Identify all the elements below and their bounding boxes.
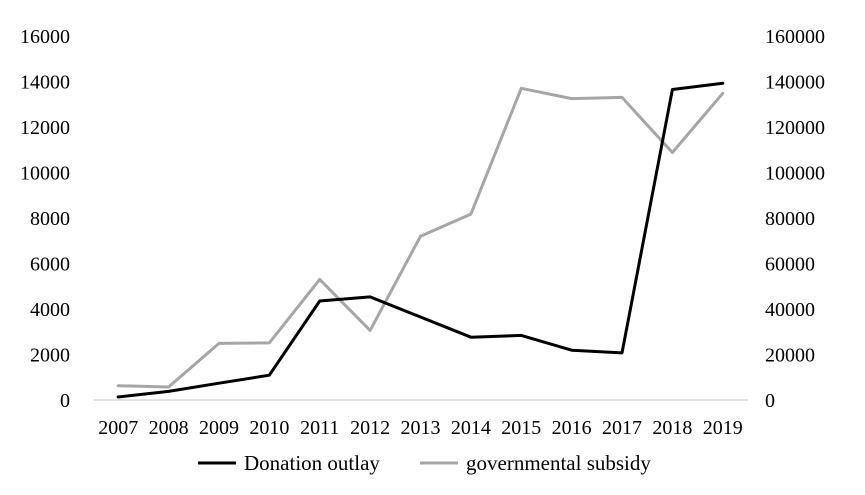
right-tick-label: 60000 [765,254,815,276]
series-line-1 [116,86,725,389]
left-tick-label: 16000 [20,26,70,48]
x-tick-label: 2018 [652,417,692,439]
right-axis-ticks: 0 20000 40000 60000 80000 100000 120000 140000 1… [765,26,825,412]
left-tick-label: 14000 [20,72,70,94]
right-tick-label: 140000 [765,72,825,94]
x-tick-label: 2007 [98,417,138,439]
x-tick-label: 2012 [350,417,390,439]
right-tick-label: 20000 [765,345,815,367]
left-tick-label: 2000 [30,345,70,367]
legend-label: governmental subsidy [466,451,651,475]
x-tick-label: 2019 [703,417,743,439]
x-tick-label: 2011 [300,417,339,439]
x-tick-label: 2014 [451,417,491,439]
x-tick-label: 2013 [401,417,441,439]
left-tick-label: 4000 [30,299,70,321]
right-tick-label: 100000 [765,163,825,185]
series-line-0 [116,81,725,399]
left-tick-label: 0 [60,390,70,412]
legend: Donation outlay governmental subsidy [198,451,651,475]
x-tick-label: 2016 [552,417,592,439]
x-tick-label: 2017 [602,417,642,439]
right-tick-label: 40000 [765,299,815,321]
legend-label: Donation outlay [244,451,380,475]
left-axis-ticks: 0 2000 4000 6000 8000 10000 12000 14000 16000 [20,26,70,412]
left-tick-label: 6000 [30,254,70,276]
x-axis-ticks: 2007 2008 2009 2010 2011 2012 2013 2014 2015 2016… [98,417,743,439]
x-tick-label: 2008 [149,417,189,439]
right-tick-label: 120000 [765,117,825,139]
right-tick-label: 0 [765,390,775,412]
series-lines [116,81,725,399]
right-tick-label: 160000 [765,26,825,48]
x-tick-label: 2010 [249,417,289,439]
left-tick-label: 10000 [20,163,70,185]
left-tick-label: 8000 [30,208,70,230]
x-tick-label: 2015 [501,417,541,439]
left-tick-label: 12000 [20,117,70,139]
right-tick-label: 80000 [765,208,815,230]
x-tick-label: 2009 [199,417,239,439]
